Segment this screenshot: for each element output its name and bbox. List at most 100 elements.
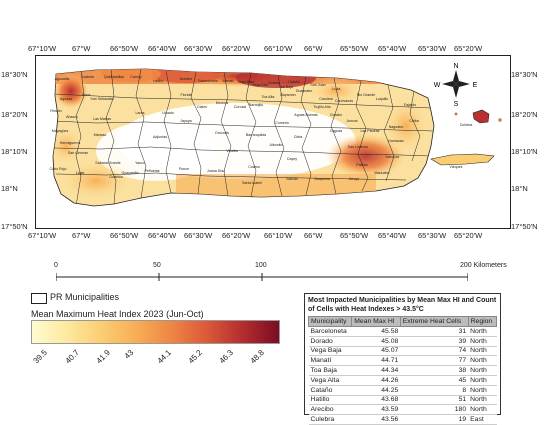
municipality-label: Comerío <box>275 121 289 125</box>
municipality-label: Maunabo <box>375 171 390 175</box>
municipality-label: Aibonito <box>270 143 283 147</box>
municipality-label: Santa Isabel <box>242 181 262 185</box>
table-row: Arecibo 43.59 180 North <box>308 404 497 416</box>
municipality-label: Yabucoa <box>385 155 399 159</box>
lat-label-left: 18°N <box>1 184 18 193</box>
municipality-label: Luquillo <box>376 97 388 101</box>
lon-label-top: 65°30'W <box>418 44 447 53</box>
lon-label-top: 66°20'W <box>222 44 251 53</box>
municipality-labels: Aguadilla Isabela Quebradillas Camuy Hatillo… <box>50 75 473 185</box>
lon-label-top: 65°40'W <box>378 44 407 53</box>
ramp-label: 40.7 <box>63 348 81 366</box>
cell-mean-max-hi: 45.07 <box>351 346 401 357</box>
municipality-label: Toa Alta <box>262 95 275 99</box>
compass-s: S <box>454 101 459 108</box>
cell-region: North <box>468 365 497 376</box>
cell-extreme-heat-cells: 31 <box>400 326 469 337</box>
cell-mean-max-hi: 44.25 <box>351 385 401 396</box>
municipality-label: Villalba <box>226 149 238 153</box>
lon-label-bottom: 66°10'W <box>264 231 293 240</box>
lon-label-bottom: 65°20'W <box>454 231 483 240</box>
color-ramp <box>31 320 280 344</box>
lon-label-top: 67°W <box>72 44 91 53</box>
municipality-label: San Lorenzo <box>348 145 368 149</box>
table-row: Barceloneta 45.58 31 North <box>308 326 497 337</box>
municipality-label: Las Marías <box>93 117 111 121</box>
municipality-label: Peñuelas <box>145 169 160 173</box>
map-frame[interactable]: N S E W Aguadilla Isabela Quebradillas Camu… <box>35 55 511 229</box>
table-row: Vega Alta 44.26 45 North <box>308 375 497 386</box>
cell-mean-max-hi: 43.68 <box>351 395 401 406</box>
municipality-label: Guayanilla <box>122 171 139 175</box>
scale-label-200: 200 Kilometers <box>460 262 507 269</box>
municipality-label: Guayama <box>314 177 330 181</box>
lon-label-bottom: 67°W <box>72 231 91 240</box>
municipality-label: Jayuya <box>180 119 191 123</box>
col-extreme-heat-cells: Extreme Heat Cells <box>399 316 469 327</box>
lon-label-bottom: 66°30'W <box>184 231 213 240</box>
municipality-label: Hatillo <box>153 79 163 83</box>
heat-index-map[interactable]: N S E W Aguadilla Isabela Quebradillas Camu… <box>36 56 510 228</box>
municipality-label: Arroyo <box>349 177 360 181</box>
lon-label-top: 65°50'W <box>340 44 369 53</box>
municipality-label: Arecibo <box>180 77 192 81</box>
municipality-label: Vega Alta <box>252 83 267 87</box>
scale-label-100: 100 <box>255 262 267 269</box>
ramp-label: 39.5 <box>31 348 49 366</box>
municipality-label: San Germán <box>68 151 88 155</box>
municipality-label: Sabana Grande <box>95 161 120 165</box>
municipality-label: Ciales <box>197 105 207 109</box>
municipality-label: Las Piedras <box>361 129 380 133</box>
municipality-label: Moca <box>82 93 91 97</box>
lon-label-bottom: 67°10'W <box>28 231 57 240</box>
ramp-label: 45.2 <box>186 348 204 366</box>
lon-label-top: 67°10'W <box>28 44 57 53</box>
municipality-label: Carolina <box>319 97 332 101</box>
cell-region: East <box>468 414 497 425</box>
cell-region: North <box>468 375 497 386</box>
municipality-label: Naguabo <box>389 125 404 129</box>
table-header-row: Municipality Mean Max HI Extreme Heat Ce… <box>307 316 498 327</box>
cell-extreme-heat-cells: 45 <box>400 375 469 386</box>
municipality-label: Lares <box>136 111 145 115</box>
lat-label-right: 17°50'N <box>511 222 538 231</box>
municipality-label: Utuado <box>162 111 174 115</box>
municipality-label: Mayagüez <box>52 129 69 133</box>
lon-label-top: 65°20'W <box>454 44 483 53</box>
scale-label-50: 50 <box>153 262 161 269</box>
lat-label-left: 17°50'N <box>1 222 28 231</box>
municipality-label: Vega Baja <box>238 80 254 84</box>
municipality-label: Camuy <box>130 75 142 79</box>
compass-n: N <box>453 63 458 70</box>
municipality-label: Lajas <box>76 171 85 175</box>
municipality-label: Culebra <box>460 123 473 127</box>
municipality-label: San Juan <box>310 83 325 87</box>
municipality-label: Maricao <box>94 133 107 137</box>
lon-label-bottom: 65°50'W <box>340 231 369 240</box>
municipality-label: Isabela <box>82 75 94 79</box>
cell-municipality: Cataño <box>308 385 352 396</box>
lon-label-top: 66°40'W <box>148 44 177 53</box>
table-row: Hatillo 43.68 51 North <box>308 395 497 406</box>
lat-label-left: 18°30'N <box>1 70 28 79</box>
municipality-label: Vieques <box>450 165 463 169</box>
cell-extreme-heat-cells: 19 <box>400 414 469 425</box>
municipality-label: Aguas Buenas <box>294 113 318 117</box>
col-mean-max-hi: Mean Max HI <box>351 316 401 327</box>
cell-mean-max-hi: 44.26 <box>351 375 401 386</box>
municipality-label: Cidra <box>294 135 303 139</box>
municipality-label: Guaynabo <box>296 89 313 93</box>
municipality-label: Humacao <box>388 139 403 143</box>
municipality-label: Cataño <box>288 80 300 84</box>
municipality-label: Aguada <box>60 97 72 101</box>
ramp-label: 48.8 <box>248 348 266 366</box>
table-row: Cataño 44.25 8 North <box>308 385 497 396</box>
lon-label-top: 66°W <box>304 44 323 53</box>
ramp-label: 41.9 <box>94 348 112 366</box>
ramp-label: 43 <box>122 348 136 361</box>
municipality-label: Morovis <box>216 101 229 105</box>
compass-e: E <box>473 82 478 89</box>
cell-region: North <box>468 385 497 396</box>
municipality-label: Juncos <box>346 119 358 123</box>
boundary-legend-label: PR Municipalities <box>50 292 120 302</box>
